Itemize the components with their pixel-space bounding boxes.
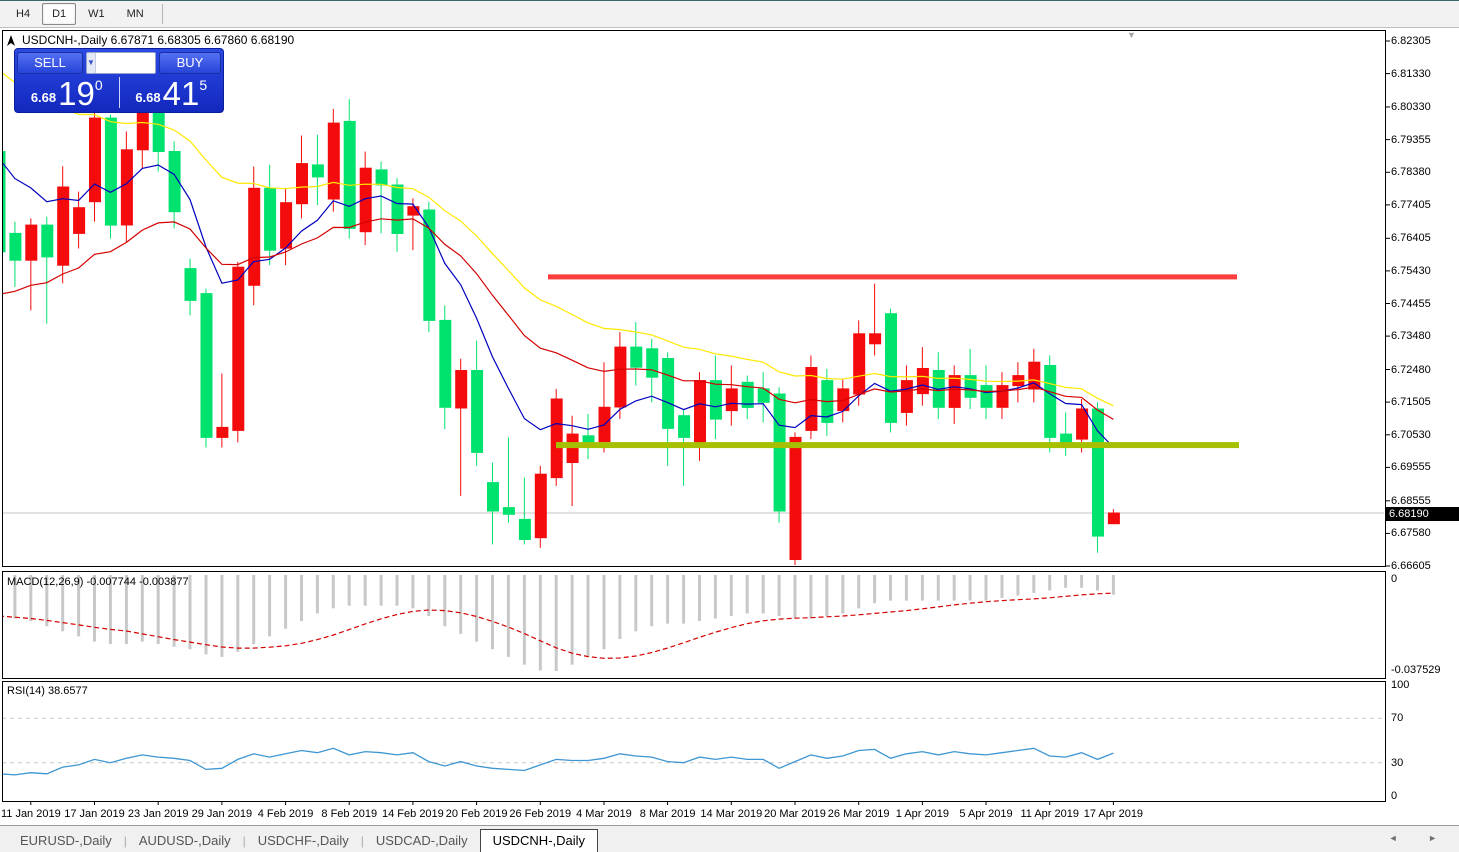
price-axis-label: 6.82305 xyxy=(1391,35,1431,47)
price-axis-label: 6.76405 xyxy=(1391,232,1431,245)
time-axis-label: 26 Mar 2019 xyxy=(827,808,890,820)
buy-price-big: 41 xyxy=(162,75,200,112)
macd-label: MACD(12,26,9) -0.007744 -0.003877 xyxy=(7,576,189,588)
symbol-tab-usdchf[interactable]: USDCHF-,Daily xyxy=(257,833,349,848)
chart-shift-marker-icon[interactable]: ▼ xyxy=(1127,30,1136,40)
rsi-axis-label: 70 xyxy=(1391,712,1404,725)
symbol-tab-usdcad[interactable]: USDCAD-,Daily xyxy=(375,833,468,848)
time-axis-label: 11 Jan 2019 xyxy=(0,808,61,820)
current-price-tag: 6.68190 xyxy=(1386,507,1459,521)
price-axis-label: 6.71505 xyxy=(1391,396,1431,409)
chart-header-text: USDCNH-,Daily 6.67871 6.68305 6.67860 6.… xyxy=(22,33,295,47)
timeframe-toolbar: H4 D1 W1 MN xyxy=(0,1,1459,28)
rsi-axis-label: 100 xyxy=(1391,679,1410,691)
volume-input[interactable] xyxy=(95,53,155,73)
rsi-axis-label: 0 xyxy=(1391,790,1398,802)
tab-separator: | xyxy=(360,834,364,848)
timeframe-tab-d1[interactable]: D1 xyxy=(42,3,77,25)
timeframe-tab-w1[interactable]: W1 xyxy=(88,8,105,20)
volume-stepper: ▼ ▲ xyxy=(86,52,156,74)
time-axis-label: 14 Mar 2019 xyxy=(700,808,763,820)
time-axis-label: 4 Feb 2019 xyxy=(257,808,314,820)
buy-price-handle: 6.68 xyxy=(135,90,161,105)
price-axis-label: 6.67580 xyxy=(1391,527,1431,540)
chart-canvas[interactable] xyxy=(0,29,1459,825)
price-axis-label: 6.69555 xyxy=(1391,461,1431,474)
tab-separator: | xyxy=(123,834,127,848)
time-axis-label: 11 Apr 2019 xyxy=(1020,808,1079,820)
sell-price-big: 19 xyxy=(58,75,95,112)
volume-decrease-icon[interactable]: ▼ xyxy=(87,53,96,73)
timeframe-tab-h4[interactable]: H4 xyxy=(16,8,31,20)
chart-region: USDCNH-,Daily 6.67871 6.68305 6.67860 6.… xyxy=(0,29,1459,825)
rsi-label: RSI(14) 38.6577 xyxy=(7,685,88,697)
buy-button[interactable]: BUY xyxy=(159,52,221,74)
price-axis-label: 6.70530 xyxy=(1391,428,1431,441)
time-axis-label: 8 Mar 2019 xyxy=(639,808,696,820)
tabs-scroll-icons[interactable]: ◄ ► xyxy=(1388,833,1451,843)
chart-pointer-icon xyxy=(7,34,15,46)
time-axis-label: 8 Feb 2019 xyxy=(321,808,378,820)
time-axis-label: 4 Mar 2019 xyxy=(576,808,632,820)
time-axis-label: 17 Jan 2019 xyxy=(64,808,125,820)
current-price-value: 6.68190 xyxy=(1389,508,1429,520)
buy-price[interactable]: 6.68 41 5 xyxy=(120,75,224,112)
timeframe-tab-mn[interactable]: MN xyxy=(126,8,144,20)
time-axis-label: 20 Feb 2019 xyxy=(445,808,508,820)
price-axis-label: 6.80330 xyxy=(1391,101,1431,114)
buy-price-pip: 5 xyxy=(199,77,208,93)
rsi-axis-label: 30 xyxy=(1391,756,1404,769)
time-axis-label: 29 Jan 2019 xyxy=(191,808,253,820)
time-axis-label: 5 Apr 2019 xyxy=(959,808,1013,820)
chart-tabs-bar: EURUSD-,Daily | AUDUSD-,Daily | USDCHF-,Dail… xyxy=(0,825,1459,852)
price-axis-label: 6.78380 xyxy=(1391,166,1431,179)
time-axis-label: 1 Apr 2019 xyxy=(895,808,949,820)
time-axis-label: 23 Jan 2019 xyxy=(127,808,189,820)
time-axis-label: 26 Feb 2019 xyxy=(509,808,572,820)
chart-header: USDCNH-,Daily 6.67871 6.68305 6.67860 6.… xyxy=(6,33,294,47)
sell-price[interactable]: 6.68 19 0 xyxy=(15,75,119,112)
macd-axis-zero: 0 xyxy=(1391,573,1398,585)
time-axis-label: 17 Apr 2019 xyxy=(1083,808,1144,820)
sell-price-pip: 0 xyxy=(94,77,103,93)
sell-button[interactable]: SELL xyxy=(17,52,83,74)
price-axis-label: 6.73480 xyxy=(1391,330,1431,343)
symbol-tab-usdcnh[interactable]: USDCNH-,Daily xyxy=(479,829,599,852)
price-axis-label: 6.72480 xyxy=(1391,363,1431,376)
symbol-tab-audusd[interactable]: AUDUSD-,Daily xyxy=(138,833,231,848)
price-axis-label: 6.68555 xyxy=(1391,494,1431,507)
price-axis-label: 6.79355 xyxy=(1391,133,1431,146)
toolbar-separator xyxy=(161,4,163,24)
price-axis-label: 6.66605 xyxy=(1391,560,1431,572)
macd-axis-min: -0.037529 xyxy=(1391,664,1441,676)
price-axis-label: 6.81330 xyxy=(1391,67,1431,80)
tab-separator: | xyxy=(242,834,246,848)
price-axis-label: 6.75430 xyxy=(1391,264,1431,277)
price-axis-label: 6.74455 xyxy=(1391,297,1431,310)
symbol-tab-eurusd[interactable]: EURUSD-,Daily xyxy=(20,833,112,848)
price-divider xyxy=(118,77,120,108)
time-axis-label: 20 Mar 2019 xyxy=(764,808,826,820)
time-axis-label: 14 Feb 2019 xyxy=(382,808,444,820)
price-axis-label: 6.77405 xyxy=(1391,198,1431,211)
sell-price-handle: 6.68 xyxy=(30,90,57,105)
